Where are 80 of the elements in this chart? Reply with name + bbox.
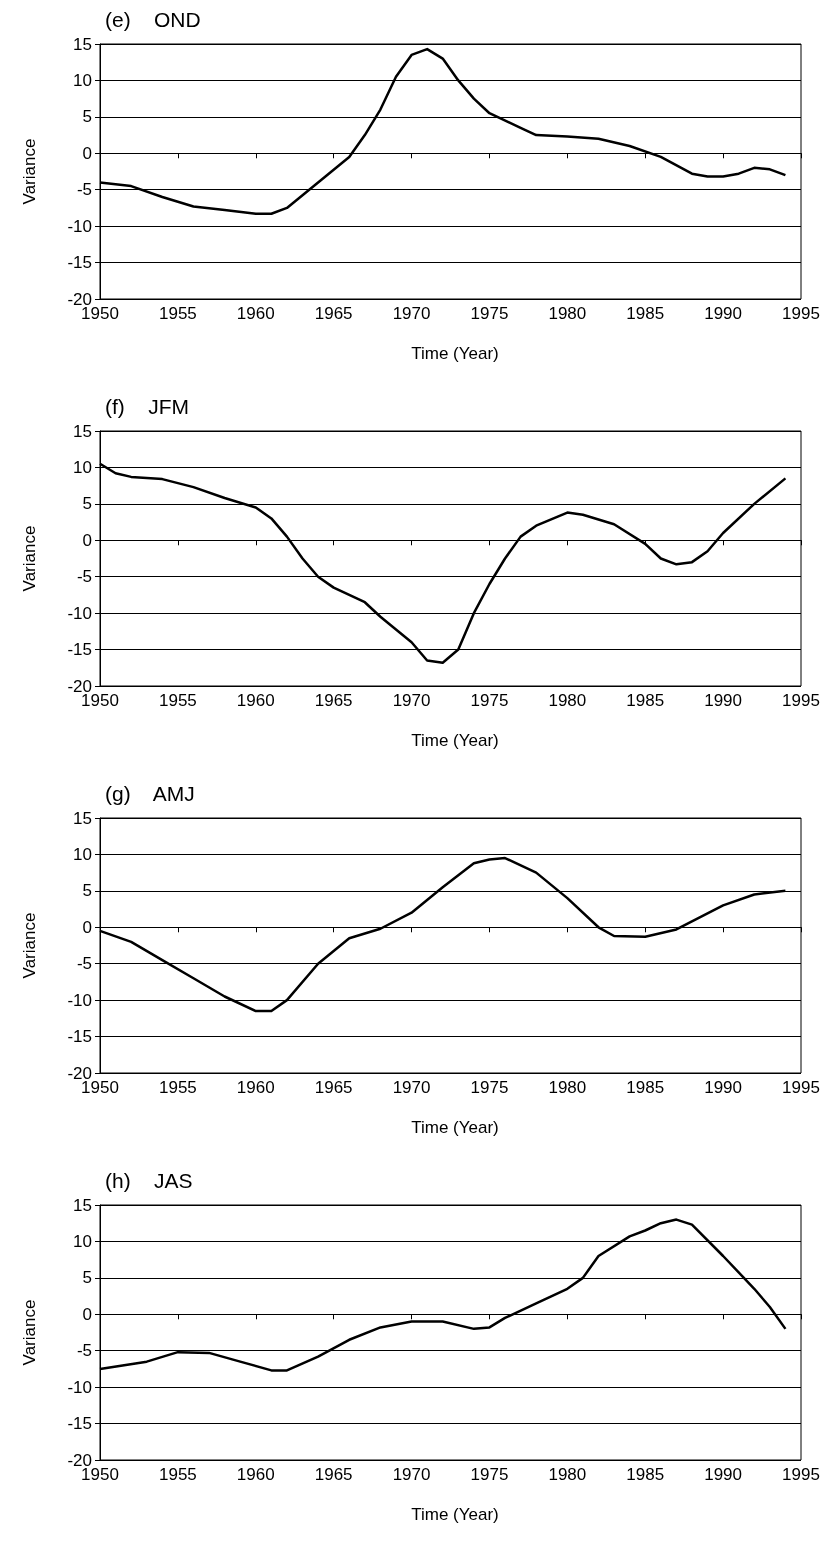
x-tick-label: 1950 (81, 1465, 119, 1484)
y-tick-label: -15 (67, 640, 92, 660)
chart-title: (f) JFM (105, 395, 189, 418)
x-tick-label: 1970 (392, 691, 431, 710)
y-tick-label: -10 (67, 990, 92, 1010)
x-tick-label: 1955 (158, 304, 197, 323)
x-tick-label: 1995 (782, 1465, 820, 1484)
x-tick-label: 1960 (236, 304, 275, 323)
y-tick-label: 10 (73, 457, 92, 477)
y-tick-label: -10 (67, 1377, 92, 1397)
x-tick-label: 1995 (782, 304, 820, 323)
x-tick-label: 1985 (626, 1465, 665, 1484)
x-tick-label: 1995 (782, 1078, 820, 1097)
x-tick-label: 1955 (158, 1078, 197, 1097)
x-tick-label: 1980 (548, 1465, 587, 1484)
x-tick-label: 1960 (236, 691, 275, 710)
y-tick-label: -15 (67, 1027, 92, 1047)
x-tick-label: 1990 (704, 304, 743, 323)
x-tick-label: 1975 (470, 1465, 509, 1484)
y-tick-label: -10 (67, 216, 92, 236)
x-tick-label: 1955 (158, 1465, 197, 1484)
y-tick-label: 5 (82, 881, 92, 901)
y-tick-label: -5 (76, 954, 92, 974)
x-tick-label: 1950 (81, 691, 119, 710)
x-axis-title: Time (Year) (411, 1505, 499, 1524)
x-axis-title: Time (Year) (411, 344, 499, 363)
x-tick-label: 1975 (470, 691, 509, 710)
x-tick-label: 1965 (314, 304, 353, 323)
x-tick-label: 1990 (704, 691, 743, 710)
y-axis-title: Variance (20, 525, 39, 592)
chart-title: (e) OND (105, 8, 201, 31)
x-tick-label: 1975 (470, 1078, 509, 1097)
y-tick-label: -5 (76, 180, 92, 200)
x-tick-label: 1960 (236, 1465, 275, 1484)
y-tick-label: -5 (76, 567, 92, 587)
x-tick-label: 1970 (392, 304, 431, 323)
y-tick-label: 0 (82, 917, 92, 937)
x-tick-label: 1980 (548, 304, 587, 323)
x-tick-label: 1995 (782, 691, 820, 710)
x-tick-label: 1965 (314, 1078, 353, 1097)
x-tick-label: 1960 (236, 1078, 275, 1097)
x-tick-label: 1970 (392, 1078, 431, 1097)
y-axis-title: Variance (20, 1299, 39, 1366)
x-tick-label: 1985 (626, 691, 665, 710)
y-tick-label: -10 (67, 603, 92, 623)
y-tick-label: 15 (73, 808, 92, 828)
y-tick-label: -15 (67, 253, 92, 273)
chart-title: (g) AMJ (105, 782, 195, 805)
x-tick-label: 1965 (314, 691, 353, 710)
y-axis-title: Variance (20, 912, 39, 979)
y-tick-label: 5 (82, 107, 92, 127)
chart-title: (h) JAS (105, 1169, 193, 1192)
y-tick-label: 15 (73, 34, 92, 54)
x-tick-label: 1980 (548, 1078, 587, 1097)
x-tick-label: 1950 (81, 304, 119, 323)
x-tick-label: 1950 (81, 1078, 119, 1097)
x-tick-label: 1955 (158, 691, 197, 710)
x-tick-label: 1990 (704, 1465, 743, 1484)
y-tick-label: 0 (82, 1304, 92, 1324)
x-axis-title: Time (Year) (411, 1118, 499, 1137)
x-tick-label: 1990 (704, 1078, 743, 1097)
x-tick-label: 1980 (548, 691, 587, 710)
x-tick-label: 1970 (392, 1465, 431, 1484)
y-tick-label: 10 (73, 70, 92, 90)
x-tick-label: 1965 (314, 1465, 353, 1484)
x-tick-label: 1985 (626, 304, 665, 323)
y-axis-title: Variance (20, 138, 39, 205)
y-tick-label: -5 (76, 1341, 92, 1361)
x-axis-title: Time (Year) (411, 731, 499, 750)
y-tick-label: 5 (82, 1268, 92, 1288)
y-tick-label: 15 (73, 421, 92, 441)
y-tick-label: 0 (82, 143, 92, 163)
y-tick-label: 10 (73, 1231, 92, 1251)
y-tick-label: 15 (73, 1195, 92, 1215)
y-tick-label: 10 (73, 844, 92, 864)
x-tick-label: 1985 (626, 1078, 665, 1097)
x-tick-label: 1975 (470, 304, 509, 323)
y-tick-label: -15 (67, 1414, 92, 1434)
y-tick-label: 5 (82, 494, 92, 514)
y-tick-label: 0 (82, 530, 92, 550)
